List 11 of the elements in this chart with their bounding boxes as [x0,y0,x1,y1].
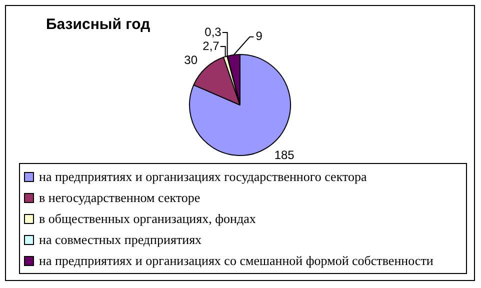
legend-label: в негосударственном секторе [39,190,200,206]
legend-label: на совместных предприятиях [39,232,202,248]
legend-label: на предприятиях и организациях государственного сектора [39,168,367,184]
data-label: 2,7 [202,38,220,53]
data-label: 185 [274,148,295,162]
chart-title: Базисный год [46,16,150,33]
data-label: 30 [184,52,198,67]
legend-label: на предприятиях и организациях со смешанной формой собственности [39,252,434,268]
data-label: 9 [256,29,263,44]
legend-label: в общественных организациях, фондах [39,210,256,226]
data-label: 0,3 [204,24,222,39]
